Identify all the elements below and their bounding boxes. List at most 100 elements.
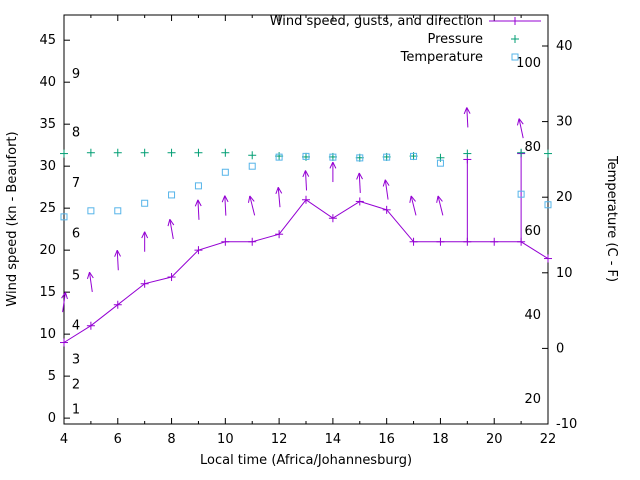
wind-direction-arrow — [437, 195, 444, 216]
legend-label-pressure: Pressure — [427, 32, 483, 47]
temperature-marker — [248, 162, 256, 170]
wind-direction-arrowhead — [332, 161, 337, 169]
wind-direction-arrow — [358, 172, 361, 193]
wind-direction-arrowhead — [437, 195, 443, 202]
wind-direction-arrow — [518, 118, 524, 139]
wind-direction-arrowhead — [194, 199, 199, 207]
wind-direction-arrowhead — [329, 161, 334, 169]
temperature-marker — [168, 191, 176, 199]
y-left-tick-label: 35 — [39, 117, 56, 132]
temperature-marker — [410, 152, 418, 160]
wind-direction-arrowhead — [436, 195, 439, 203]
wind-direction-arrowhead — [141, 231, 146, 239]
wind-direction-arrowhead — [197, 199, 202, 207]
fahrenheit-scale-label: 20 — [524, 392, 541, 407]
wind-direction-arrowhead — [516, 118, 520, 126]
y-axis-title: Wind speed (kn - Beaufort) — [5, 131, 20, 306]
wind-direction-arrowhead — [116, 250, 121, 257]
x-tick-label: 8 — [167, 432, 175, 447]
temperature-marker — [221, 168, 229, 176]
wind-direction-arrow — [277, 187, 281, 208]
wind-direction-arrowhead — [144, 231, 149, 239]
wind-direction-arrow — [169, 219, 174, 240]
beaufort-scale-label: 9 — [72, 67, 80, 82]
wind-direction-arrowhead — [302, 170, 306, 178]
wind-direction-arrow — [466, 107, 469, 128]
wind-direction-arrowhead — [358, 172, 363, 180]
wind-direction-arrowhead — [463, 107, 468, 115]
x-tick-label: 16 — [378, 432, 395, 447]
temperature-marker — [517, 190, 525, 198]
x-tick-label: 4 — [60, 432, 68, 447]
temperature-marker — [60, 213, 68, 221]
temperature-marker — [436, 159, 444, 167]
wind-direction-arrowhead — [64, 292, 68, 300]
fahrenheit-scale-label: 80 — [524, 140, 541, 155]
x-tick-label: 12 — [271, 432, 288, 447]
wind-direction-arrowhead — [224, 195, 229, 203]
plot-border — [63, 14, 549, 425]
y-left-tick-label: 5 — [48, 369, 56, 384]
wind-direction-arrow — [224, 195, 227, 216]
wind-direction-arrowhead — [409, 195, 412, 203]
wind-direction-arrow — [116, 250, 119, 271]
temperature-marker — [302, 152, 310, 160]
y-left-tick-label: 25 — [39, 201, 56, 216]
wind-direction-arrowhead — [277, 187, 283, 194]
beaufort-scale-label: 5 — [72, 268, 80, 283]
wind-direction-arrowhead — [61, 292, 66, 299]
x-tick-label: 18 — [432, 432, 449, 447]
legend-label-wind: Wind speed, gusts, and direction — [270, 14, 483, 29]
temperature-marker — [544, 201, 552, 209]
y-left-tick-label: 40 — [39, 75, 56, 90]
temperature-marker — [356, 154, 364, 162]
wind-direction-arrowhead — [384, 179, 390, 186]
beaufort-scale-label: 7 — [72, 176, 80, 191]
wind-direction-arrow — [89, 272, 93, 293]
y-left-tick-label: 30 — [39, 159, 56, 174]
wind-direction-arrowhead — [169, 219, 175, 226]
fahrenheit-scale-label: 100 — [516, 56, 541, 71]
wind-direction-arrowhead — [167, 219, 171, 227]
temperature-marker — [383, 153, 391, 161]
x-tick-label: 20 — [486, 432, 503, 447]
wind-direction-arrow — [384, 179, 389, 200]
wind-direction-arrowhead — [466, 107, 471, 114]
wind-direction-arrowhead — [86, 272, 90, 280]
temperature-marker — [275, 153, 283, 161]
temperature-marker — [87, 207, 95, 215]
wind-direction-arrowhead — [89, 271, 94, 279]
temperature-marker — [329, 153, 337, 161]
y-left-tick-label: 0 — [48, 411, 56, 426]
wind-direction-arrowhead — [305, 170, 310, 177]
y-right-tick-label: 0 — [556, 341, 564, 356]
y-right-tick-label: 40 — [556, 39, 573, 54]
legend-label-temperature: Temperature — [400, 50, 483, 65]
wind-direction-arrow — [197, 199, 200, 220]
wind-direction-arrow — [410, 195, 417, 216]
y-left-tick-label: 15 — [39, 285, 56, 300]
chart-drawing-layer: 4 6 8 10 12 14 16 18 20 2205101520253035404512345… — [39, 14, 577, 447]
wind-direction-arrowhead — [382, 179, 386, 187]
wind-direction-arrow — [62, 292, 66, 313]
wind-direction-arrowhead — [356, 172, 360, 180]
wind-direction-arrowhead — [247, 195, 251, 203]
wind-direction-arrowhead — [221, 195, 226, 203]
x-tick-label: 10 — [217, 432, 234, 447]
wind-speed-line — [63, 199, 549, 343]
x-tick-label: 14 — [325, 432, 342, 447]
legend-sample-temperature-marker — [511, 53, 519, 61]
fahrenheit-scale-label: 60 — [524, 224, 541, 239]
y2-axis-title: Temperature (C - F) — [604, 155, 619, 282]
wind-direction-arrowhead — [275, 187, 279, 195]
temperature-marker — [114, 207, 122, 215]
beaufort-scale-label: 1 — [72, 403, 80, 418]
beaufort-scale-label: 8 — [72, 126, 80, 141]
beaufort-scale-label: 4 — [72, 319, 80, 334]
y-right-tick-label: 10 — [556, 266, 573, 281]
wind-direction-arrowhead — [410, 195, 416, 202]
beaufort-scale-label: 3 — [72, 352, 80, 367]
beaufort-scale-label: 2 — [72, 378, 80, 393]
